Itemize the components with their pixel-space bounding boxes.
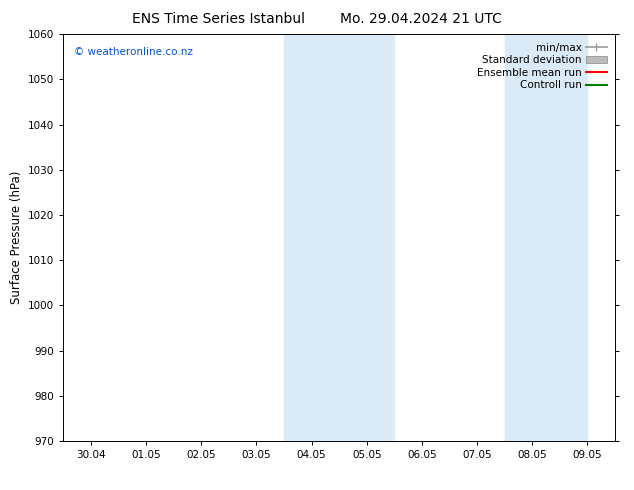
Text: © weatheronline.co.nz: © weatheronline.co.nz [74,47,193,56]
Bar [505,34,588,441]
Legend: min/max, Standard deviation, Ensemble mean run, Controll run: min/max, Standard deviation, Ensemble me… [474,40,610,94]
Text: ENS Time Series Istanbul        Mo. 29.04.2024 21 UTC: ENS Time Series Istanbul Mo. 29.04.2024 … [132,12,502,26]
Y-axis label: Surface Pressure (hPa): Surface Pressure (hPa) [10,171,23,304]
Bar [284,34,394,441]
